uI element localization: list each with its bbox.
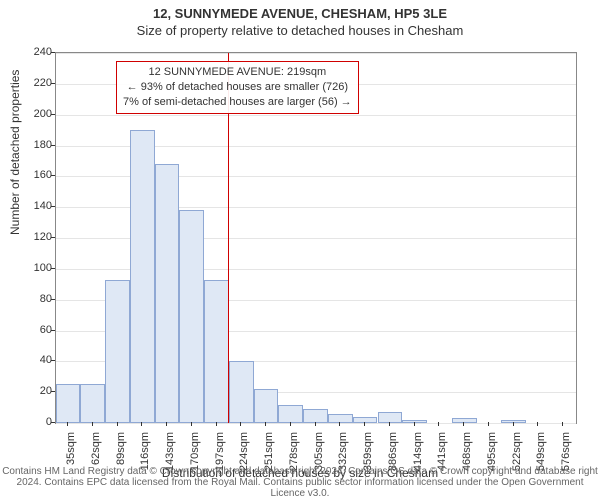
x-tick-mark — [513, 422, 514, 426]
histogram-bar — [278, 405, 303, 424]
x-tick-mark — [463, 422, 464, 426]
y-tick-mark — [51, 175, 55, 176]
x-tick-mark — [438, 422, 439, 426]
footer-text: Contains HM Land Registry data © Crown c… — [0, 466, 600, 499]
y-tick-mark — [51, 52, 55, 53]
histogram-bar — [80, 384, 105, 423]
x-tick-mark — [240, 422, 241, 426]
x-tick-mark — [537, 422, 538, 426]
histogram-bar — [179, 210, 204, 423]
x-tick-mark — [315, 422, 316, 426]
grid-line — [56, 53, 576, 54]
y-tick-mark — [51, 422, 55, 423]
y-tick-mark — [51, 268, 55, 269]
x-tick-mark — [166, 422, 167, 426]
grid-line — [56, 115, 576, 116]
y-tick-label: 20 — [22, 385, 52, 397]
y-tick-label: 40 — [22, 354, 52, 366]
chart-plot-area: 12 SUNNYMEDE AVENUE: 219sqm← 93% of deta… — [55, 52, 577, 424]
x-tick-mark — [414, 422, 415, 426]
x-tick-mark — [67, 422, 68, 426]
x-tick-mark — [265, 422, 266, 426]
y-tick-mark — [51, 83, 55, 84]
x-tick-mark — [141, 422, 142, 426]
x-tick-label: 62sqm — [90, 432, 102, 465]
histogram-bar — [155, 164, 180, 423]
histogram-bar — [353, 417, 378, 423]
grid-line — [56, 423, 576, 424]
y-tick-label: 120 — [22, 231, 52, 243]
annotation-box: 12 SUNNYMEDE AVENUE: 219sqm← 93% of deta… — [116, 61, 359, 114]
y-tick-label: 220 — [22, 77, 52, 89]
x-tick-mark — [117, 422, 118, 426]
y-tick-label: 100 — [22, 262, 52, 274]
x-tick-mark — [562, 422, 563, 426]
x-tick-mark — [191, 422, 192, 426]
y-tick-mark — [51, 360, 55, 361]
x-tick-mark — [364, 422, 365, 426]
y-tick-label: 160 — [22, 169, 52, 181]
annotation-line: 7% of semi-detached houses are larger (5… — [123, 95, 352, 110]
histogram-bar — [378, 412, 403, 423]
y-tick-mark — [51, 330, 55, 331]
y-axis-title: Number of detached properties — [8, 70, 22, 235]
x-tick-mark — [339, 422, 340, 426]
histogram-bar — [229, 361, 254, 423]
y-tick-label: 200 — [22, 108, 52, 120]
annotation-line: 12 SUNNYMEDE AVENUE: 219sqm — [123, 65, 352, 80]
page-title: 12, SUNNYMEDE AVENUE, CHESHAM, HP5 3LE — [0, 0, 600, 21]
histogram-bar — [204, 280, 229, 423]
x-tick-mark — [488, 422, 489, 426]
y-tick-mark — [51, 206, 55, 207]
y-tick-mark — [51, 114, 55, 115]
y-tick-mark — [51, 145, 55, 146]
y-tick-label: 60 — [22, 324, 52, 336]
y-tick-label: 80 — [22, 293, 52, 305]
histogram-bar — [105, 280, 130, 423]
y-tick-mark — [51, 237, 55, 238]
x-tick-label: 89sqm — [115, 432, 127, 465]
y-tick-mark — [51, 391, 55, 392]
x-tick-mark — [389, 422, 390, 426]
histogram-bar — [130, 130, 155, 423]
page-subtitle: Size of property relative to detached ho… — [0, 21, 600, 38]
histogram-bar — [501, 420, 526, 423]
x-tick-mark — [290, 422, 291, 426]
annotation-line: ← 93% of detached houses are smaller (72… — [123, 80, 352, 95]
histogram-bar — [56, 384, 81, 423]
y-tick-label: 180 — [22, 139, 52, 151]
histogram-bar — [254, 389, 279, 423]
x-tick-label: 35sqm — [65, 432, 77, 465]
x-tick-label: 116sqm — [139, 432, 151, 470]
x-tick-mark — [216, 422, 217, 426]
histogram-bar — [303, 409, 328, 423]
y-tick-label: 140 — [22, 200, 52, 212]
y-tick-label: 240 — [22, 46, 52, 58]
x-tick-mark — [92, 422, 93, 426]
histogram-bar — [402, 420, 427, 423]
y-tick-label: 0 — [22, 416, 52, 428]
y-tick-mark — [51, 299, 55, 300]
